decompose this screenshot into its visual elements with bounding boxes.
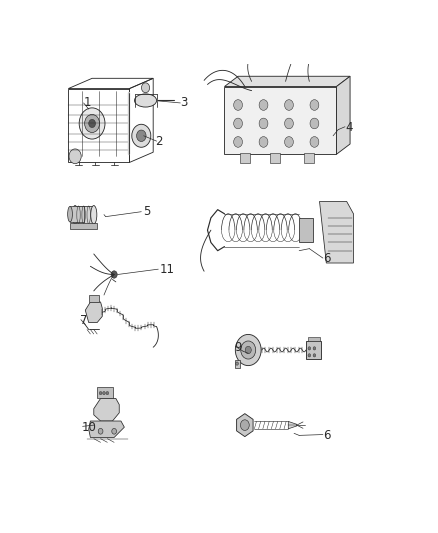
Circle shape: [313, 354, 316, 357]
Text: 10: 10: [82, 421, 97, 434]
Polygon shape: [224, 76, 350, 86]
Circle shape: [259, 100, 268, 110]
Circle shape: [137, 130, 146, 142]
Bar: [307, 337, 320, 341]
Circle shape: [102, 391, 105, 395]
Circle shape: [85, 115, 99, 133]
Ellipse shape: [72, 206, 78, 224]
Circle shape: [98, 429, 103, 434]
Circle shape: [69, 149, 81, 164]
Circle shape: [233, 118, 243, 129]
Circle shape: [240, 420, 249, 431]
Text: 3: 3: [180, 96, 188, 109]
Polygon shape: [320, 201, 353, 263]
Bar: [70, 206, 84, 222]
Text: 4: 4: [345, 121, 353, 134]
Circle shape: [285, 100, 293, 110]
Bar: [306, 341, 321, 359]
Bar: [299, 218, 313, 243]
Bar: [240, 153, 250, 163]
Text: 6: 6: [323, 253, 330, 265]
Circle shape: [310, 136, 319, 147]
Circle shape: [233, 136, 243, 147]
Circle shape: [308, 354, 311, 357]
Circle shape: [308, 347, 311, 350]
Bar: [235, 360, 240, 368]
Circle shape: [132, 124, 151, 147]
Bar: [270, 153, 280, 163]
Circle shape: [79, 108, 105, 139]
Circle shape: [285, 136, 293, 147]
Text: 11: 11: [160, 263, 175, 276]
Circle shape: [88, 119, 95, 127]
Circle shape: [310, 118, 319, 129]
Circle shape: [259, 136, 268, 147]
Text: 7: 7: [80, 314, 88, 327]
Polygon shape: [85, 302, 102, 322]
Bar: [75, 206, 94, 224]
Bar: [88, 295, 99, 302]
Circle shape: [106, 391, 109, 395]
Text: 1: 1: [84, 96, 91, 109]
Circle shape: [111, 271, 117, 278]
Polygon shape: [224, 86, 336, 154]
Polygon shape: [336, 76, 350, 154]
Polygon shape: [88, 421, 124, 438]
Text: 6: 6: [323, 429, 330, 442]
Circle shape: [245, 346, 251, 354]
Text: 9: 9: [235, 341, 242, 353]
Bar: [70, 223, 96, 229]
Circle shape: [112, 429, 117, 434]
Circle shape: [99, 391, 102, 395]
Ellipse shape: [134, 94, 156, 107]
Circle shape: [310, 100, 319, 110]
Text: 5: 5: [143, 205, 150, 218]
Polygon shape: [288, 422, 297, 429]
Circle shape: [259, 118, 268, 129]
Circle shape: [236, 362, 238, 365]
Ellipse shape: [67, 206, 72, 222]
Bar: [304, 153, 314, 163]
Circle shape: [233, 100, 243, 110]
Bar: [97, 387, 113, 399]
Circle shape: [285, 118, 293, 129]
Circle shape: [141, 83, 150, 93]
Circle shape: [235, 334, 261, 366]
Polygon shape: [94, 399, 119, 421]
Polygon shape: [237, 414, 253, 437]
Circle shape: [241, 341, 256, 359]
Text: 2: 2: [155, 135, 162, 148]
Circle shape: [313, 347, 316, 350]
Ellipse shape: [91, 206, 97, 224]
